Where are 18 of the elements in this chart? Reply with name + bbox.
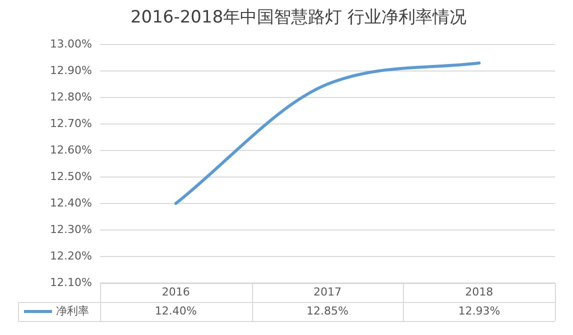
chart-title: 2016-2018年中国智慧路灯 行业净利率情况 <box>130 8 467 28</box>
x-tick-label: 2016 <box>162 285 190 298</box>
y-tick-label: 12.60% <box>50 143 92 156</box>
y-tick-label: 12.90% <box>50 64 92 77</box>
y-tick-label: 12.30% <box>50 222 92 236</box>
y-tick-label: 12.50% <box>50 170 92 183</box>
y-tick-label: 12.80% <box>50 90 92 104</box>
y-tick-label: 12.10% <box>50 276 92 289</box>
x-tick-label: 2017 <box>314 285 342 298</box>
data-label: 12.40% <box>154 304 197 318</box>
x-tick-label: 2018 <box>465 285 494 298</box>
data-label: 12.85% <box>306 304 348 318</box>
y-tick-label: 13.00% <box>50 37 92 50</box>
y-tick-label: 12.40% <box>50 196 92 210</box>
y-tick-label: 12.70% <box>50 116 92 130</box>
y-tick-label: 12.20% <box>50 249 92 262</box>
legend-label: 净利率 <box>56 304 89 318</box>
data-label: 12.93% <box>458 304 500 318</box>
